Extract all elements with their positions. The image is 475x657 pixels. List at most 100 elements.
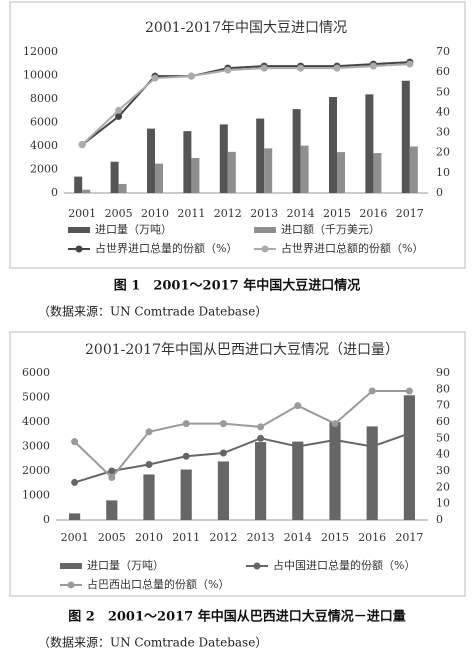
y-tick-label: 3000: [22, 440, 50, 453]
line-marker: [145, 460, 153, 468]
legend-swatch: [68, 227, 90, 233]
x-tick-label: 2015: [323, 207, 351, 220]
x-tick-label: 2001: [68, 207, 96, 220]
line: [73, 389, 410, 480]
x-tick-label: 2016: [359, 207, 387, 220]
y2-tick-label: 40: [436, 448, 450, 461]
y2-tick-label: 0: [436, 513, 443, 526]
legend-swatch: [254, 227, 276, 233]
y2-tick-label: 50: [436, 85, 450, 98]
x-tick-label: 2010: [141, 207, 169, 220]
y2-tick-label: 40: [436, 105, 450, 118]
line-marker: [405, 429, 413, 437]
chart-frame: [9, 1, 466, 269]
y2-tick-label: 80: [436, 382, 450, 395]
x-tick-label: 2005: [98, 531, 126, 544]
line-marker: [331, 420, 339, 428]
bar: [328, 97, 337, 193]
y2-tick-label: 90: [436, 366, 450, 379]
y2-tick-label: 20: [436, 480, 450, 493]
x-tick-label: 2017: [395, 531, 423, 544]
x-tick-label: 2017: [396, 207, 424, 220]
y2-tick-label: 70: [436, 45, 450, 58]
y-tick-label: 6000: [30, 116, 58, 129]
y2-tick-label: 60: [436, 65, 450, 78]
source-note: （数据来源：UN Comtrade Datebase）: [38, 304, 267, 319]
y-tick-label: 10000: [23, 69, 58, 82]
x-tick-label: 2012: [209, 531, 237, 544]
y2-tick-label: 10: [436, 166, 450, 179]
y2-tick-label: 50: [436, 431, 450, 444]
y-tick-label: 0: [51, 186, 58, 199]
line-marker: [294, 402, 302, 410]
line-marker: [151, 74, 159, 82]
y2-tick-label: 20: [436, 146, 450, 159]
line-marker: [297, 64, 305, 72]
y2-tick-label: 10: [436, 497, 450, 510]
x-tick-label: 2005: [105, 207, 133, 220]
bar: [255, 442, 267, 520]
y-tick-label: 0: [43, 513, 50, 526]
y-tick-label: 4000: [22, 415, 50, 428]
line-marker: [368, 387, 376, 395]
bar: [366, 426, 378, 520]
bar: [74, 176, 83, 193]
y2-tick-label: 30: [436, 464, 450, 477]
line-marker: [219, 449, 227, 457]
legend-label: 进口量（万吨）: [95, 223, 172, 236]
line-marker: [71, 478, 79, 486]
bar: [219, 124, 228, 193]
x-tick-label: 2013: [250, 207, 278, 220]
y-tick-label: 1000: [22, 489, 50, 502]
legend-label: 占世界进口总额的份额（%）: [281, 241, 423, 255]
line-marker: [368, 443, 376, 450]
bar: [180, 469, 192, 520]
x-tick-label: 2011: [177, 207, 205, 220]
line-marker: [224, 66, 232, 74]
line-marker: [294, 443, 302, 450]
y-tick-label: 2000: [30, 163, 58, 176]
bar: [365, 94, 374, 193]
bar: [82, 189, 91, 193]
line-marker: [78, 141, 86, 149]
bar: [403, 395, 415, 520]
bar: [69, 513, 81, 520]
bar: [337, 152, 346, 193]
x-tick-label: 2010: [135, 531, 163, 544]
line-marker: [405, 387, 413, 395]
line-marker: [369, 62, 377, 70]
y-tick-label: 12000: [23, 45, 58, 58]
figure-caption: 图 1 2001～2017 年中国大豆进口情况: [114, 278, 360, 294]
bar: [292, 441, 304, 520]
bar: [329, 422, 341, 520]
x-tick-label: 2001: [61, 531, 89, 544]
bar: [146, 128, 155, 193]
bar: [409, 146, 418, 193]
line: [81, 63, 410, 146]
y2-tick-label: 60: [436, 415, 450, 428]
x-tick-label: 2015: [321, 531, 349, 544]
line-marker: [187, 72, 195, 80]
bar: [300, 145, 309, 193]
bar: [292, 109, 301, 193]
line-marker: [331, 436, 339, 444]
legend-swatch: [75, 245, 83, 253]
legend-swatch: [253, 562, 261, 570]
x-tick-label: 2014: [287, 207, 315, 220]
y-tick-label: 8000: [30, 92, 58, 105]
y2-tick-label: 0: [436, 186, 443, 199]
line-marker: [182, 452, 190, 460]
legend-label: 占巴西出口总量的份额（%）: [87, 577, 229, 591]
bar: [191, 157, 200, 193]
legend-swatch: [261, 245, 269, 253]
y2-tick-label: 30: [436, 126, 450, 139]
line-marker: [71, 438, 79, 446]
legend-swatch: [67, 581, 75, 589]
bar: [256, 118, 265, 193]
bar: [401, 80, 410, 193]
line-marker: [260, 64, 268, 72]
bar: [183, 131, 192, 193]
chart-frame: [9, 331, 466, 597]
bar: [118, 183, 127, 193]
